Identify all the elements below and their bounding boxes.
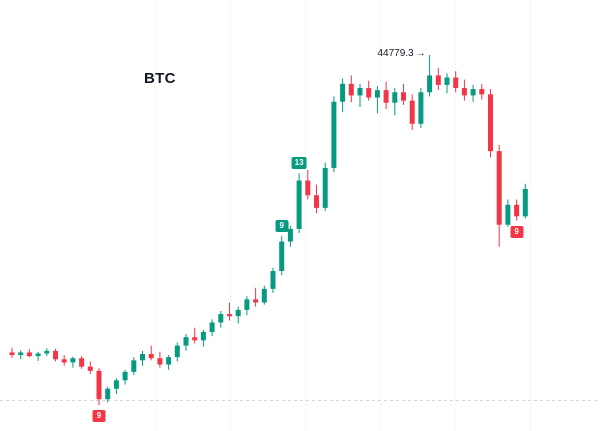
candle-body (435, 75, 441, 85)
candle-body (496, 151, 502, 225)
candle-body (227, 314, 232, 317)
candle-body (166, 357, 172, 365)
price-annotation-value: 44779.3 (377, 48, 414, 59)
candle-body (18, 352, 24, 356)
candle-body (218, 314, 224, 323)
candle-body (122, 371, 128, 381)
candle-body (174, 345, 180, 358)
candle-body (261, 288, 267, 303)
candle-body (287, 228, 293, 242)
candle-body (244, 299, 250, 310)
candle-body (296, 180, 302, 229)
candle-body (331, 101, 337, 168)
candle-body (209, 322, 215, 332)
candle-body (44, 350, 50, 354)
candle-body (253, 299, 259, 303)
candle-body (26, 352, 32, 357)
td-sequential-badge: 9 (510, 225, 524, 238)
candle-body (348, 83, 354, 96)
candle-body (61, 359, 67, 363)
candle-body (322, 167, 328, 208)
candle-body (140, 354, 145, 361)
candle-body (96, 370, 102, 400)
symbol-label: BTC (144, 70, 176, 87)
candle-body (505, 204, 511, 225)
candle-body (157, 358, 163, 365)
candle-body (131, 360, 137, 372)
candle-body (105, 388, 111, 400)
candle-body (53, 350, 58, 360)
candle-body (200, 331, 206, 341)
td-sequential-badge: 9 (275, 220, 289, 233)
candle-body (79, 358, 85, 367)
candle-body (87, 366, 93, 371)
price-annotation: 44779.3 → (377, 48, 425, 59)
candle-body (392, 92, 398, 103)
candle-body (314, 195, 319, 208)
candle-body (479, 89, 485, 95)
td-sequential-badge: 13 (291, 157, 307, 170)
candle-body (35, 353, 41, 357)
candle-body (279, 241, 285, 271)
candle-body (401, 92, 406, 101)
candle-body (444, 77, 450, 85)
candle-body (461, 88, 467, 96)
candle-body (514, 204, 520, 217)
candle-body (470, 89, 476, 96)
candle-body (183, 337, 189, 346)
candle-body (383, 90, 389, 103)
candle-body (270, 270, 276, 289)
candle-body (340, 83, 346, 102)
candle-body (488, 94, 493, 152)
candle-body (374, 90, 380, 98)
candle-body (427, 75, 433, 93)
arrow-right-icon: → (415, 48, 426, 59)
candle-body (148, 354, 154, 359)
candle-body (192, 337, 198, 341)
candle-body (113, 380, 119, 389)
candle-body (522, 188, 528, 217)
candle-body (305, 180, 311, 196)
candle-body (70, 358, 76, 363)
candle-body (9, 352, 15, 356)
candle-body (357, 88, 363, 96)
candle-body (453, 77, 459, 89)
candle-body (235, 309, 241, 317)
candle-body (409, 100, 415, 124)
candle-body (418, 92, 424, 124)
td-sequential-badge: 9 (92, 410, 106, 422)
candle-body (366, 88, 372, 98)
